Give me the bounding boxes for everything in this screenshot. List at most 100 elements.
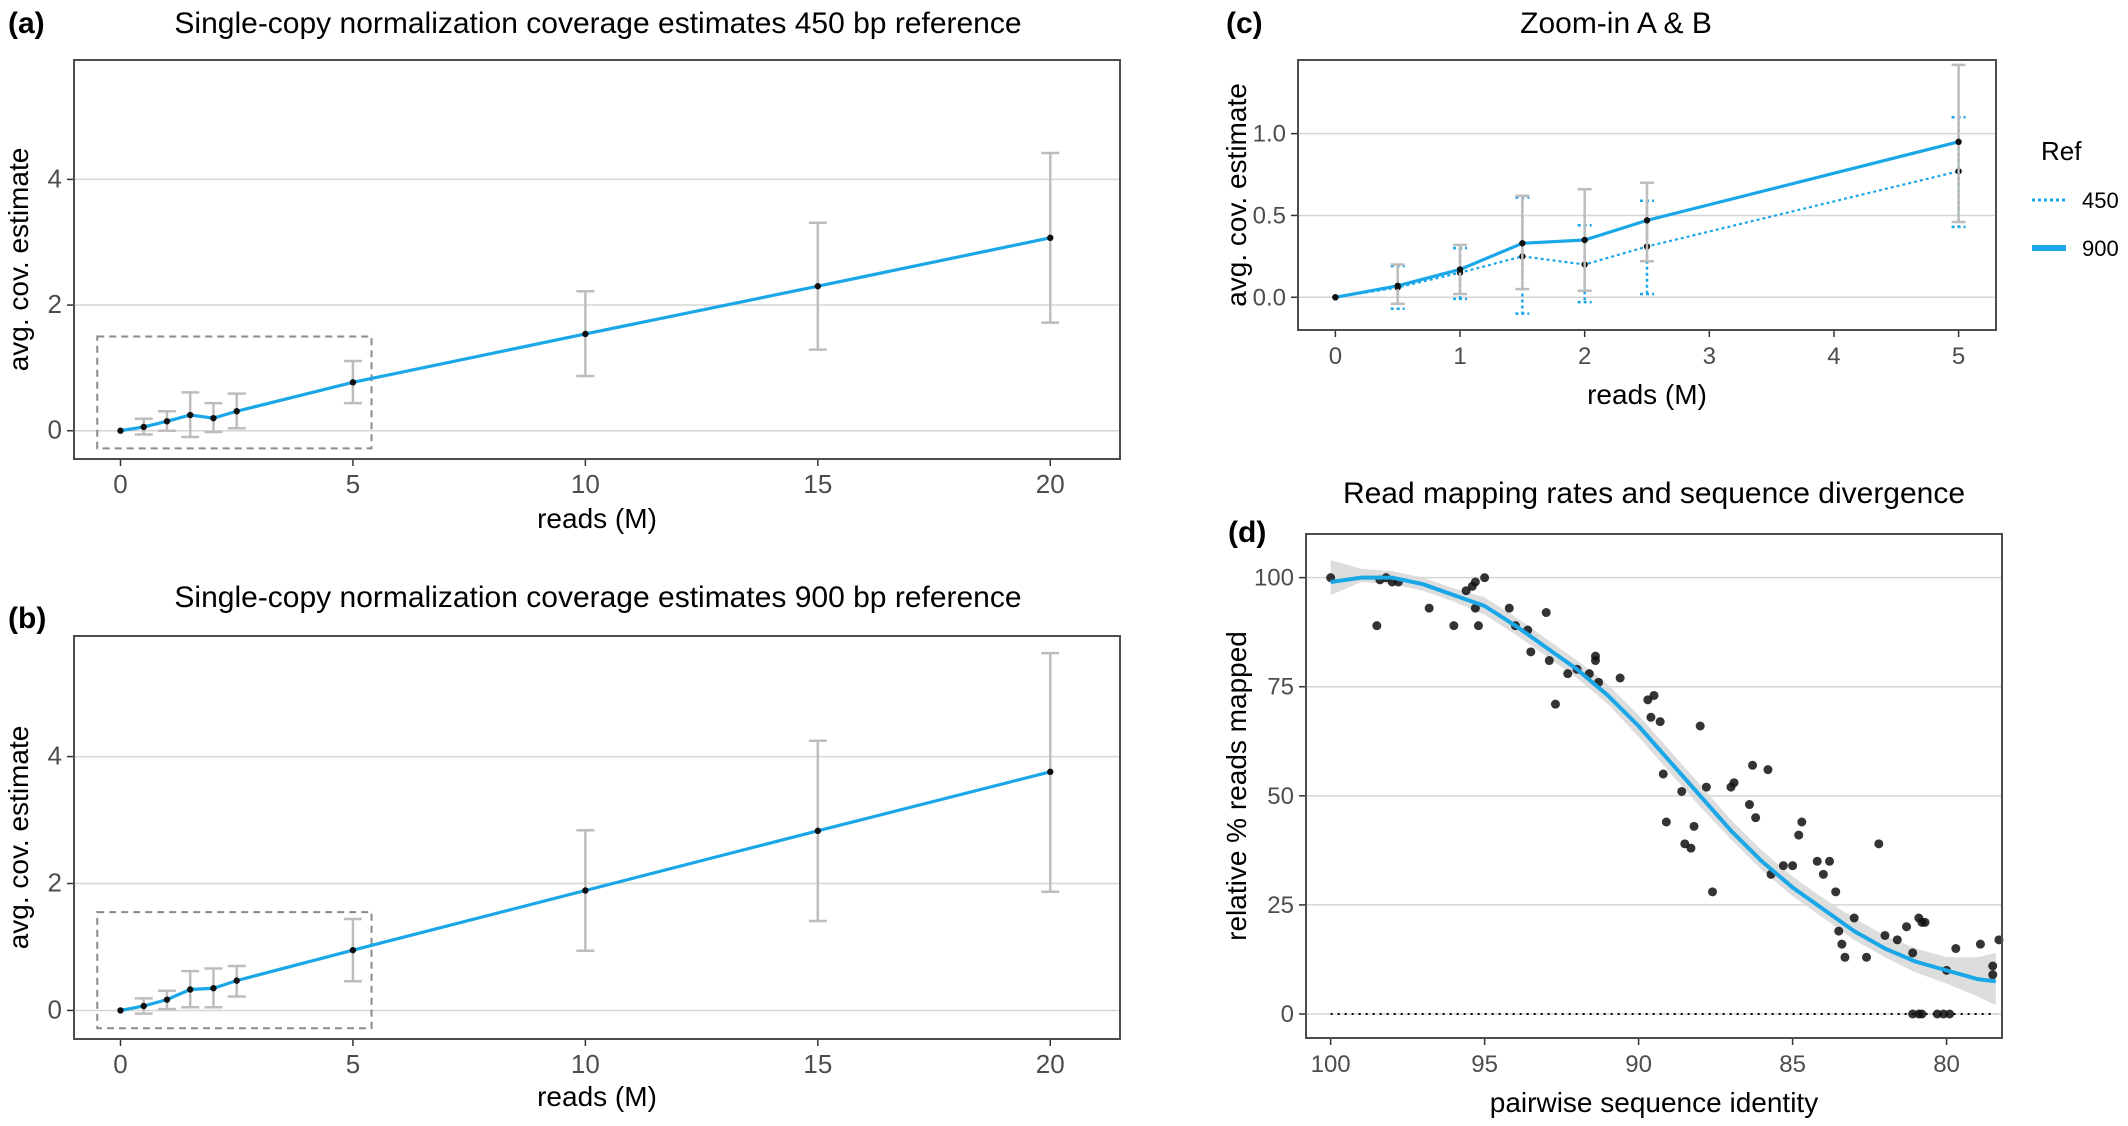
y-tick-label: 1.0 bbox=[1253, 121, 1286, 148]
series-0 bbox=[117, 151, 1060, 439]
data-point bbox=[1655, 717, 1665, 727]
data-point bbox=[1938, 1009, 1948, 1019]
data-point bbox=[1563, 669, 1573, 679]
data-point bbox=[163, 996, 171, 1003]
series-0 bbox=[117, 651, 1060, 1015]
data-point bbox=[1902, 922, 1912, 932]
data-point bbox=[1526, 647, 1536, 657]
y-tick-label: 25 bbox=[1267, 892, 1294, 919]
data-point bbox=[1581, 236, 1588, 244]
confidence-band bbox=[1330, 560, 1996, 1006]
data-point bbox=[1544, 656, 1554, 666]
panel-label: (b) bbox=[8, 602, 46, 635]
x-axis-label: reads (M) bbox=[537, 503, 657, 534]
data-point bbox=[1550, 699, 1560, 709]
data-point bbox=[187, 411, 194, 419]
y-tick-label: 2 bbox=[48, 289, 62, 319]
data-point bbox=[1834, 926, 1844, 936]
data-point bbox=[1920, 917, 1930, 927]
data-point bbox=[1988, 961, 1998, 971]
zoom-region-box bbox=[96, 911, 373, 1030]
x-tick-label: 90 bbox=[1625, 1051, 1652, 1078]
data-point bbox=[140, 423, 147, 431]
data-point bbox=[1729, 778, 1739, 788]
y-tick-label: 50 bbox=[1267, 783, 1294, 810]
y-tick-label: 75 bbox=[1267, 674, 1294, 701]
data-point bbox=[1861, 952, 1871, 962]
series-900 bbox=[1332, 63, 1966, 306]
data-point bbox=[210, 985, 217, 992]
data-point bbox=[1456, 266, 1464, 273]
panel-a: Single-copy normalization coverage estim… bbox=[3, 7, 1121, 534]
data-point bbox=[1778, 861, 1788, 871]
x-tick-label: 100 bbox=[1311, 1051, 1351, 1078]
chart-title: Zoom-in A & B bbox=[1520, 7, 1712, 40]
data-point bbox=[1708, 887, 1718, 897]
data-point bbox=[582, 887, 589, 894]
data-point bbox=[582, 330, 589, 338]
data-point bbox=[1695, 721, 1705, 731]
x-tick-label: 5 bbox=[346, 469, 360, 499]
data-point bbox=[1825, 856, 1835, 866]
x-tick-label: 10 bbox=[571, 1049, 600, 1079]
legend-label-900: 900 bbox=[2082, 236, 2119, 261]
data-point bbox=[1812, 856, 1822, 866]
data-point bbox=[1763, 765, 1773, 775]
y-tick-label: 0 bbox=[1281, 1001, 1294, 1028]
x-tick-label: 0 bbox=[113, 469, 127, 499]
data-point bbox=[1744, 800, 1754, 810]
data-point bbox=[1372, 621, 1382, 631]
panel-c: Zoom-in A & B (c) 0.0 0.5 1.0 0 1 2 3 4 5 reads (M)… bbox=[1221, 7, 2119, 410]
y-axis-label: avg. cov. estimate bbox=[1221, 83, 1252, 307]
data-point bbox=[814, 827, 822, 835]
data-point bbox=[233, 977, 240, 984]
smooth-fit-line bbox=[1330, 575, 1997, 984]
x-tick-label: 20 bbox=[1036, 1049, 1065, 1079]
y-tick-label: 0.5 bbox=[1253, 202, 1286, 229]
data-point bbox=[1677, 786, 1687, 796]
series-line bbox=[120, 236, 1051, 433]
panel-b: Single-copy normalization coverage estim… bbox=[3, 581, 1121, 1112]
data-point bbox=[1849, 913, 1859, 923]
data-point bbox=[1892, 935, 1902, 945]
x-axis-label: reads (M) bbox=[537, 1081, 657, 1112]
x-tick-label: 80 bbox=[1933, 1051, 1960, 1078]
data-point bbox=[1480, 573, 1490, 583]
data-point bbox=[1748, 760, 1758, 770]
chart-title: Single-copy normalization coverage estim… bbox=[174, 581, 1021, 614]
data-point bbox=[1955, 138, 1962, 146]
data-point bbox=[1504, 603, 1514, 613]
data-point bbox=[1908, 948, 1918, 958]
data-point bbox=[1658, 769, 1668, 779]
data-point bbox=[1590, 656, 1600, 666]
data-point bbox=[1470, 603, 1480, 613]
x-tick-label: 4 bbox=[1827, 343, 1840, 370]
data-point bbox=[1615, 673, 1625, 683]
data-point bbox=[1797, 817, 1807, 827]
x-tick-label: 5 bbox=[346, 1049, 360, 1079]
y-tick-label: 100 bbox=[1254, 565, 1294, 592]
x-tick-label: 0 bbox=[113, 1049, 127, 1079]
data-point bbox=[349, 379, 357, 386]
y-tick-label: 0 bbox=[48, 415, 62, 445]
zoom-region-box bbox=[96, 335, 373, 450]
chart-title: Single-copy normalization coverage estim… bbox=[174, 7, 1021, 40]
data-point bbox=[1424, 603, 1434, 613]
data-point bbox=[1047, 234, 1054, 242]
y-tick-label: 2 bbox=[48, 868, 62, 898]
data-point bbox=[117, 427, 124, 434]
data-point bbox=[117, 1007, 124, 1014]
data-point bbox=[1643, 217, 1651, 224]
data-point bbox=[1831, 887, 1841, 897]
x-tick-label: 3 bbox=[1703, 343, 1716, 370]
x-tick-label: 15 bbox=[803, 469, 832, 499]
data-point bbox=[1988, 970, 1998, 980]
data-point bbox=[1449, 621, 1459, 631]
data-point bbox=[1701, 782, 1711, 792]
series-line bbox=[120, 770, 1051, 1013]
data-point bbox=[1751, 813, 1761, 823]
data-point bbox=[163, 418, 171, 425]
y-axis-label: avg. cov. estimate bbox=[3, 148, 34, 372]
data-point bbox=[1788, 861, 1798, 871]
